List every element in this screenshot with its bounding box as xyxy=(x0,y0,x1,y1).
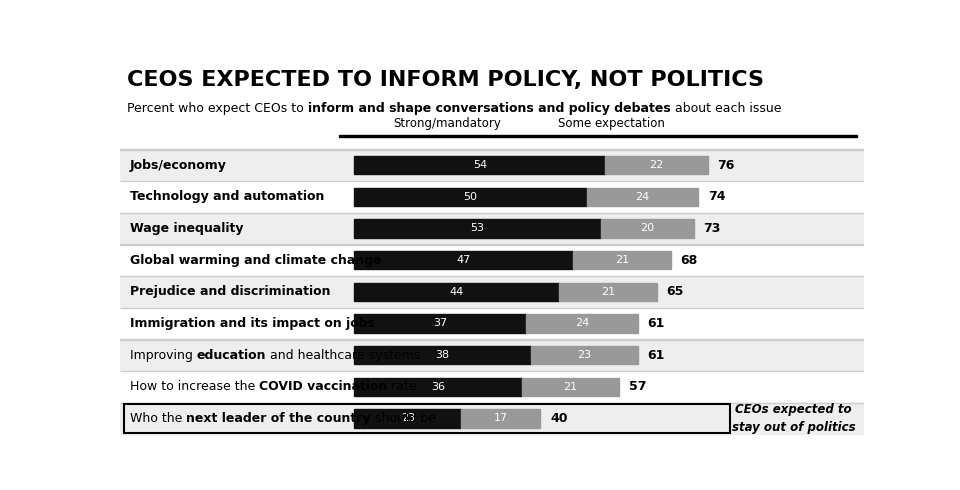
Text: 50: 50 xyxy=(464,192,478,202)
Text: Some expectation: Some expectation xyxy=(558,118,664,130)
Bar xyxy=(354,220,601,238)
Text: 24: 24 xyxy=(636,192,650,202)
Bar xyxy=(340,135,856,137)
Bar xyxy=(120,403,864,434)
Text: 23: 23 xyxy=(578,350,591,360)
Text: 57: 57 xyxy=(629,380,647,393)
Bar xyxy=(462,409,540,428)
Text: 17: 17 xyxy=(493,414,508,423)
Text: 54: 54 xyxy=(473,160,487,170)
Bar xyxy=(120,245,864,276)
Text: next leader of the country: next leader of the country xyxy=(186,412,371,425)
Text: 21: 21 xyxy=(564,382,578,392)
Bar xyxy=(354,188,587,206)
Text: How to increase the: How to increase the xyxy=(130,380,259,393)
Text: 53: 53 xyxy=(470,223,485,233)
Text: CEOs expected to
stay out of politics: CEOs expected to stay out of politics xyxy=(732,403,855,434)
Text: Strong/mandatory: Strong/mandatory xyxy=(394,118,501,130)
Text: COVID vaccination: COVID vaccination xyxy=(259,380,387,393)
Text: rate: rate xyxy=(387,380,417,393)
Text: 21: 21 xyxy=(614,255,629,265)
Text: Jobs/economy: Jobs/economy xyxy=(130,159,227,171)
Text: 37: 37 xyxy=(433,318,447,328)
Bar xyxy=(354,156,606,174)
Text: 73: 73 xyxy=(704,222,721,235)
Text: education: education xyxy=(197,348,266,362)
Bar xyxy=(120,308,864,339)
Bar xyxy=(354,409,462,428)
Bar xyxy=(531,346,638,364)
Text: Improving: Improving xyxy=(130,348,197,362)
Bar xyxy=(120,213,864,245)
Bar xyxy=(354,346,531,364)
Text: 44: 44 xyxy=(449,287,464,297)
Text: 65: 65 xyxy=(666,285,684,298)
Bar xyxy=(124,404,731,433)
Text: Wage inequality: Wage inequality xyxy=(130,222,243,235)
Text: 74: 74 xyxy=(708,190,726,203)
Text: Prejudice and discrimination: Prejudice and discrimination xyxy=(130,285,330,298)
Text: about each issue: about each issue xyxy=(671,102,781,115)
Text: should be: should be xyxy=(371,412,436,425)
Text: Global warming and climate change: Global warming and climate change xyxy=(130,254,381,267)
Text: 38: 38 xyxy=(436,350,450,360)
Bar xyxy=(601,220,694,238)
Text: 40: 40 xyxy=(550,412,567,425)
Text: Immigration and its impact on jobs: Immigration and its impact on jobs xyxy=(130,317,374,330)
Bar xyxy=(120,149,864,181)
Bar xyxy=(120,181,864,213)
Text: and healthcare systems: and healthcare systems xyxy=(266,348,420,362)
Text: 61: 61 xyxy=(648,348,665,362)
Bar xyxy=(120,339,864,371)
Text: 23: 23 xyxy=(400,414,415,423)
Bar xyxy=(587,188,699,206)
Text: 76: 76 xyxy=(717,159,734,171)
Bar xyxy=(120,371,864,403)
Text: 20: 20 xyxy=(640,223,655,233)
Text: inform and shape conversations and policy debates: inform and shape conversations and polic… xyxy=(308,102,671,115)
Bar xyxy=(354,283,559,301)
Text: CEOS EXPECTED TO INFORM POLICY, NOT POLITICS: CEOS EXPECTED TO INFORM POLICY, NOT POLI… xyxy=(128,70,764,90)
Bar xyxy=(559,283,657,301)
Bar xyxy=(526,314,638,333)
Text: 24: 24 xyxy=(575,318,589,328)
Text: 22: 22 xyxy=(650,160,663,170)
Text: 61: 61 xyxy=(648,317,665,330)
Bar xyxy=(354,251,573,270)
Bar xyxy=(522,378,619,396)
Bar xyxy=(354,314,526,333)
Text: 36: 36 xyxy=(431,382,445,392)
Text: Technology and automation: Technology and automation xyxy=(130,190,324,203)
Text: Who the: Who the xyxy=(130,412,186,425)
Text: 21: 21 xyxy=(601,287,614,297)
Bar xyxy=(606,156,708,174)
Bar xyxy=(120,276,864,308)
Bar xyxy=(573,251,670,270)
Text: Percent who expect CEOs to: Percent who expect CEOs to xyxy=(128,102,308,115)
Text: 47: 47 xyxy=(457,255,470,265)
Text: 68: 68 xyxy=(681,254,698,267)
Bar xyxy=(354,378,522,396)
